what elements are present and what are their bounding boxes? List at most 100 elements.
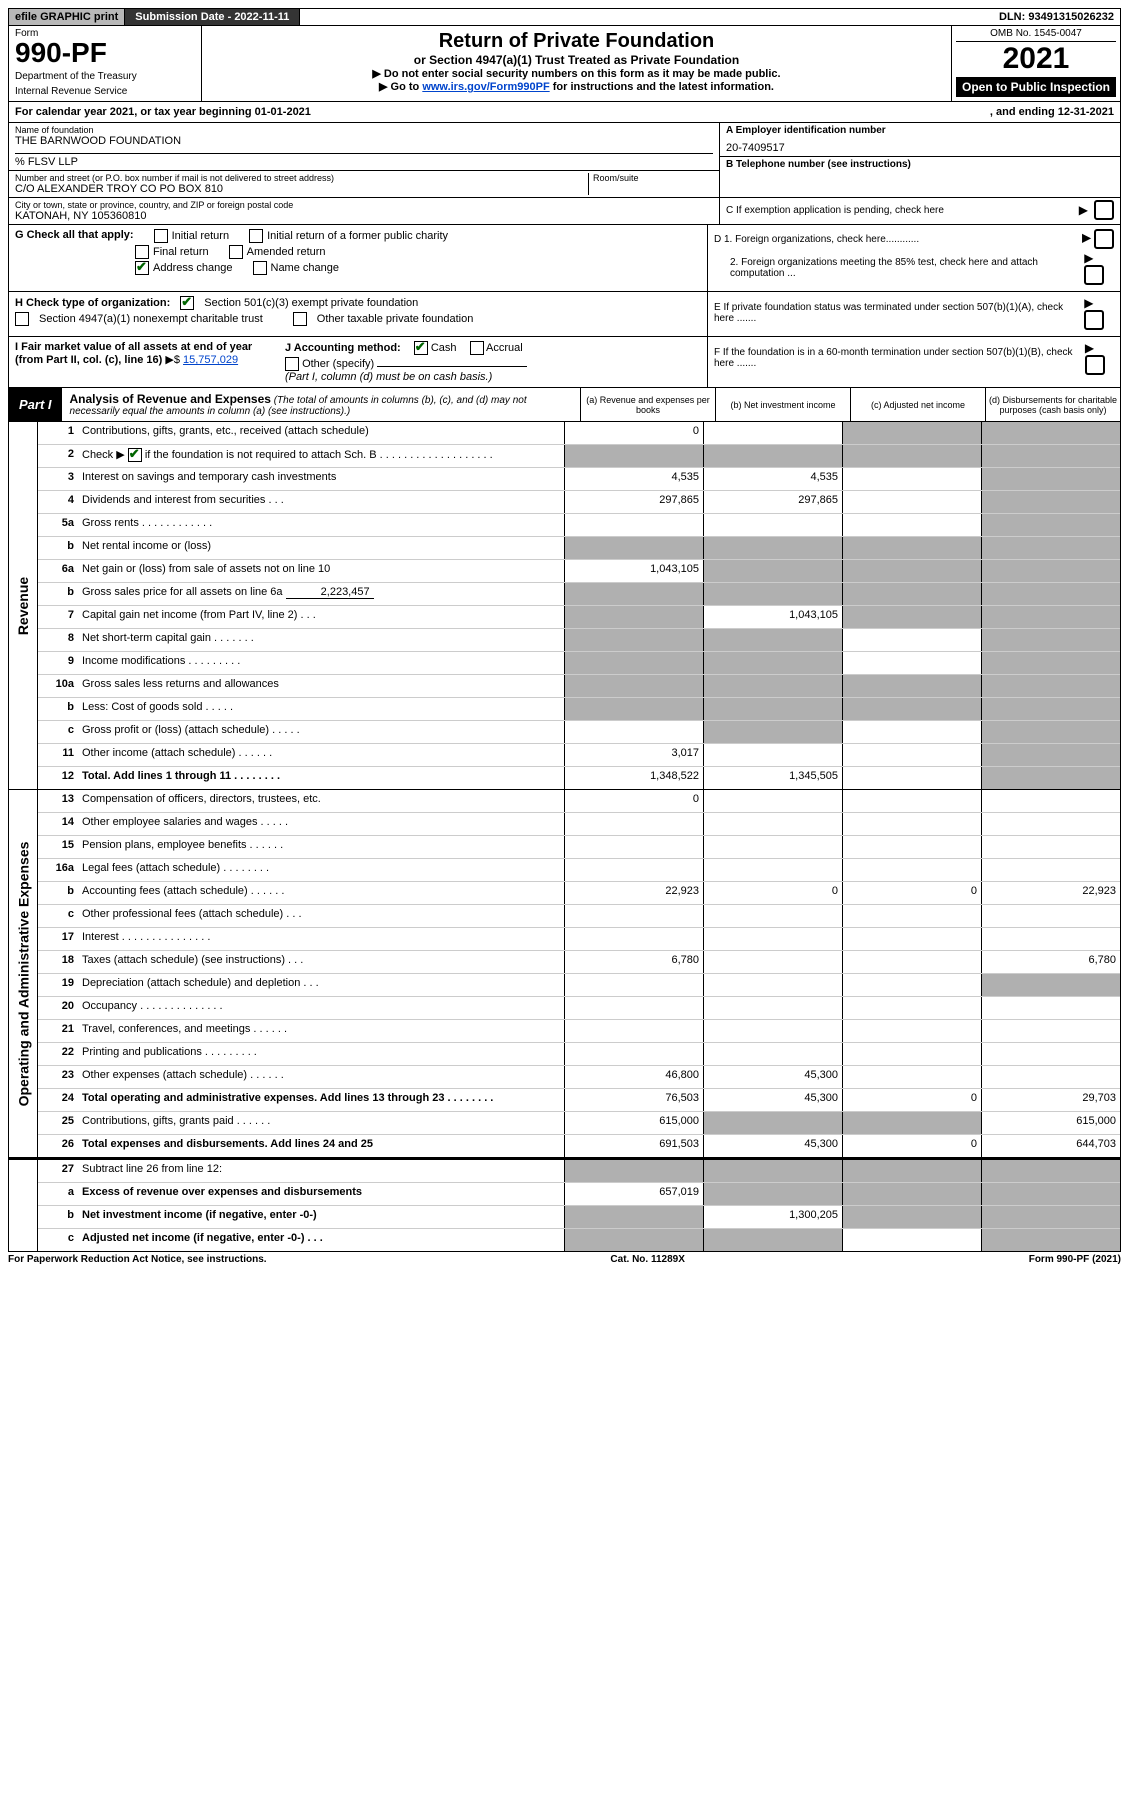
d2-checkbox[interactable]	[1084, 265, 1104, 285]
ein-caption: A Employer identification number	[726, 125, 1114, 136]
cell-col-a	[564, 1229, 703, 1251]
table-row: 4Dividends and interest from securities …	[38, 491, 1120, 514]
cell-col-a: 657,019	[564, 1183, 703, 1205]
totals-section: 27Subtract line 26 from line 12:aExcess …	[8, 1158, 1121, 1252]
cell-col-d	[981, 652, 1120, 674]
name-change-checkbox[interactable]	[253, 261, 267, 275]
form-title: Return of Private Foundation	[212, 30, 941, 53]
amended-checkbox[interactable]	[229, 245, 243, 259]
j-cash-checkbox[interactable]	[414, 341, 428, 355]
cell-col-c	[842, 744, 981, 766]
cell-col-d	[981, 1160, 1120, 1182]
cell-col-d	[981, 629, 1120, 651]
part1-head: Analysis of Revenue and Expenses	[70, 392, 271, 406]
cell-col-a: 22,923	[564, 882, 703, 904]
form-link[interactable]: www.irs.gov/Form990PF	[422, 81, 549, 93]
row-number: 11	[38, 744, 78, 766]
cell-col-d	[981, 1066, 1120, 1088]
initial-former-checkbox[interactable]	[249, 229, 263, 243]
cell-col-a	[564, 721, 703, 743]
cell-col-b: 45,300	[703, 1066, 842, 1088]
row-description: Gross sales less returns and allowances	[78, 675, 564, 697]
row-description: Net short-term capital gain . . . . . . …	[78, 629, 564, 651]
tax-year: 2021	[956, 42, 1116, 75]
cell-col-d	[981, 1183, 1120, 1205]
d1-checkbox[interactable]	[1094, 229, 1114, 249]
cell-col-c	[842, 951, 981, 973]
cell-col-c	[842, 1183, 981, 1205]
cell-col-b	[703, 1020, 842, 1042]
h-501c3-checkbox[interactable]	[180, 296, 194, 310]
cell-col-a	[564, 583, 703, 605]
row-number: 1	[38, 422, 78, 444]
cell-col-b	[703, 744, 842, 766]
h-other-checkbox[interactable]	[293, 312, 307, 326]
row-description: Legal fees (attach schedule) . . . . . .…	[78, 859, 564, 881]
cell-col-d	[981, 1043, 1120, 1065]
table-row: 9Income modifications . . . . . . . . .	[38, 652, 1120, 675]
city-caption: City or town, state or province, country…	[15, 200, 713, 210]
e-checkbox[interactable]	[1084, 310, 1104, 330]
table-row: 11Other income (attach schedule) . . . .…	[38, 744, 1120, 767]
cell-col-d: 29,703	[981, 1089, 1120, 1111]
i-value[interactable]: 15,757,029	[183, 354, 238, 366]
note-goto-suffix: for instructions and the latest informat…	[550, 81, 774, 93]
c-checkbox[interactable]	[1094, 200, 1114, 220]
table-row: 21Travel, conferences, and meetings . . …	[38, 1020, 1120, 1043]
table-row: 12Total. Add lines 1 through 11 . . . . …	[38, 767, 1120, 789]
table-row: 3Interest on savings and temporary cash …	[38, 468, 1120, 491]
cell-col-d	[981, 974, 1120, 996]
final-checkbox[interactable]	[135, 245, 149, 259]
row-description: Dividends and interest from securities .…	[78, 491, 564, 513]
cell-col-b: 1,300,205	[703, 1206, 842, 1228]
row-description: Excess of revenue over expenses and disb…	[78, 1183, 564, 1205]
cell-col-c	[842, 813, 981, 835]
cell-col-c	[842, 1206, 981, 1228]
row-description: Printing and publications . . . . . . . …	[78, 1043, 564, 1065]
cell-col-a	[564, 445, 703, 467]
row-checkbox[interactable]	[128, 448, 142, 462]
cell-col-a: 1,348,522	[564, 767, 703, 789]
cell-col-c	[842, 629, 981, 651]
table-row: cGross profit or (loss) (attach schedule…	[38, 721, 1120, 744]
col-b-header: (b) Net investment income	[715, 388, 850, 421]
cell-col-d	[981, 813, 1120, 835]
table-row: cAdjusted net income (if negative, enter…	[38, 1229, 1120, 1251]
cell-col-b	[703, 905, 842, 927]
table-row: bAccounting fees (attach schedule) . . .…	[38, 882, 1120, 905]
row-number: 4	[38, 491, 78, 513]
cell-col-a: 4,535	[564, 468, 703, 490]
j-accrual-checkbox[interactable]	[470, 341, 484, 355]
f-label: F If the foundation is in a 60-month ter…	[714, 347, 1081, 369]
cell-col-b	[703, 652, 842, 674]
cell-col-c	[842, 1160, 981, 1182]
cell-col-a: 6,780	[564, 951, 703, 973]
arrow-icon: ▶	[1082, 231, 1091, 245]
address-change-checkbox[interactable]	[135, 261, 149, 275]
f-checkbox[interactable]	[1085, 355, 1105, 375]
row-number: a	[38, 1183, 78, 1205]
cell-col-d	[981, 836, 1120, 858]
cell-col-c	[842, 1043, 981, 1065]
d2-label: 2. Foreign organizations meeting the 85%…	[714, 257, 1080, 279]
dln-label: DLN: 93491315026232	[993, 9, 1120, 25]
table-row: 6aNet gain or (loss) from sale of assets…	[38, 560, 1120, 583]
table-row: 14Other employee salaries and wages . . …	[38, 813, 1120, 836]
h-4947-checkbox[interactable]	[15, 312, 29, 326]
row-description: Total operating and administrative expen…	[78, 1089, 564, 1111]
cell-col-c	[842, 859, 981, 881]
cell-col-d	[981, 790, 1120, 812]
cell-col-c	[842, 721, 981, 743]
c-caption: C If exemption application is pending, c…	[726, 205, 1073, 216]
h-label: H Check type of organization:	[15, 297, 170, 309]
initial-checkbox[interactable]	[154, 229, 168, 243]
address-caption: Number and street (or P.O. box number if…	[15, 173, 588, 183]
d1-label: D 1. Foreign organizations, check here..…	[714, 234, 919, 245]
cell-col-a: 0	[564, 790, 703, 812]
j-other-checkbox[interactable]	[285, 357, 299, 371]
cell-col-d	[981, 859, 1120, 881]
col-d-header: (d) Disbursements for charitable purpose…	[985, 388, 1120, 421]
table-row: 2Check ▶ if the foundation is not requir…	[38, 445, 1120, 468]
efile-label[interactable]: efile GRAPHIC print	[9, 9, 125, 25]
row-number: b	[38, 537, 78, 559]
